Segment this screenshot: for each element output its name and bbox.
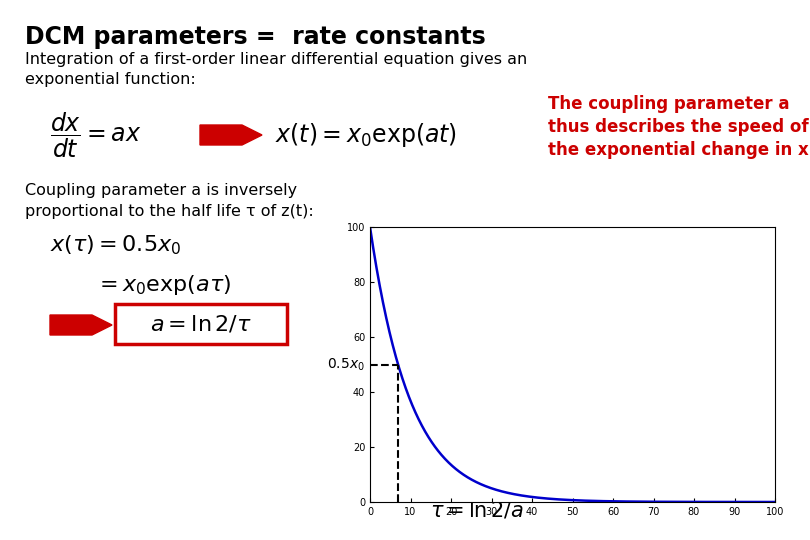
Text: $0.5x_0$: $0.5x_0$ [327,357,365,373]
Text: the exponential change in x(t): the exponential change in x(t) [548,141,810,159]
Text: Coupling parameter a is inversely
proportional to the half life τ of z(t):: Coupling parameter a is inversely propor… [25,183,313,219]
Text: $a = \ln 2 / \tau$: $a = \ln 2 / \tau$ [150,314,252,334]
Text: $\dfrac{dx}{dt} = ax$: $\dfrac{dx}{dt} = ax$ [50,110,142,160]
Text: The coupling parameter a: The coupling parameter a [548,95,790,113]
Text: $x(\tau) = 0.5x_0$: $x(\tau) = 0.5x_0$ [50,233,181,257]
Text: $\tau = \ln 2 / a$: $\tau = \ln 2 / a$ [430,500,524,521]
Text: $x(t) = x_0 \exp(at)$: $x(t) = x_0 \exp(at)$ [275,121,457,149]
Text: Integration of a first-order linear differential equation gives an
exponential f: Integration of a first-order linear diff… [25,52,527,87]
FancyBboxPatch shape [115,304,287,344]
FancyArrow shape [50,315,112,335]
Text: DCM parameters =  rate constants: DCM parameters = rate constants [25,25,486,49]
Text: thus describes the speed of: thus describes the speed of [548,118,808,136]
Text: $= x_0 \exp(a\tau)$: $= x_0 \exp(a\tau)$ [95,273,232,297]
FancyArrow shape [200,125,262,145]
